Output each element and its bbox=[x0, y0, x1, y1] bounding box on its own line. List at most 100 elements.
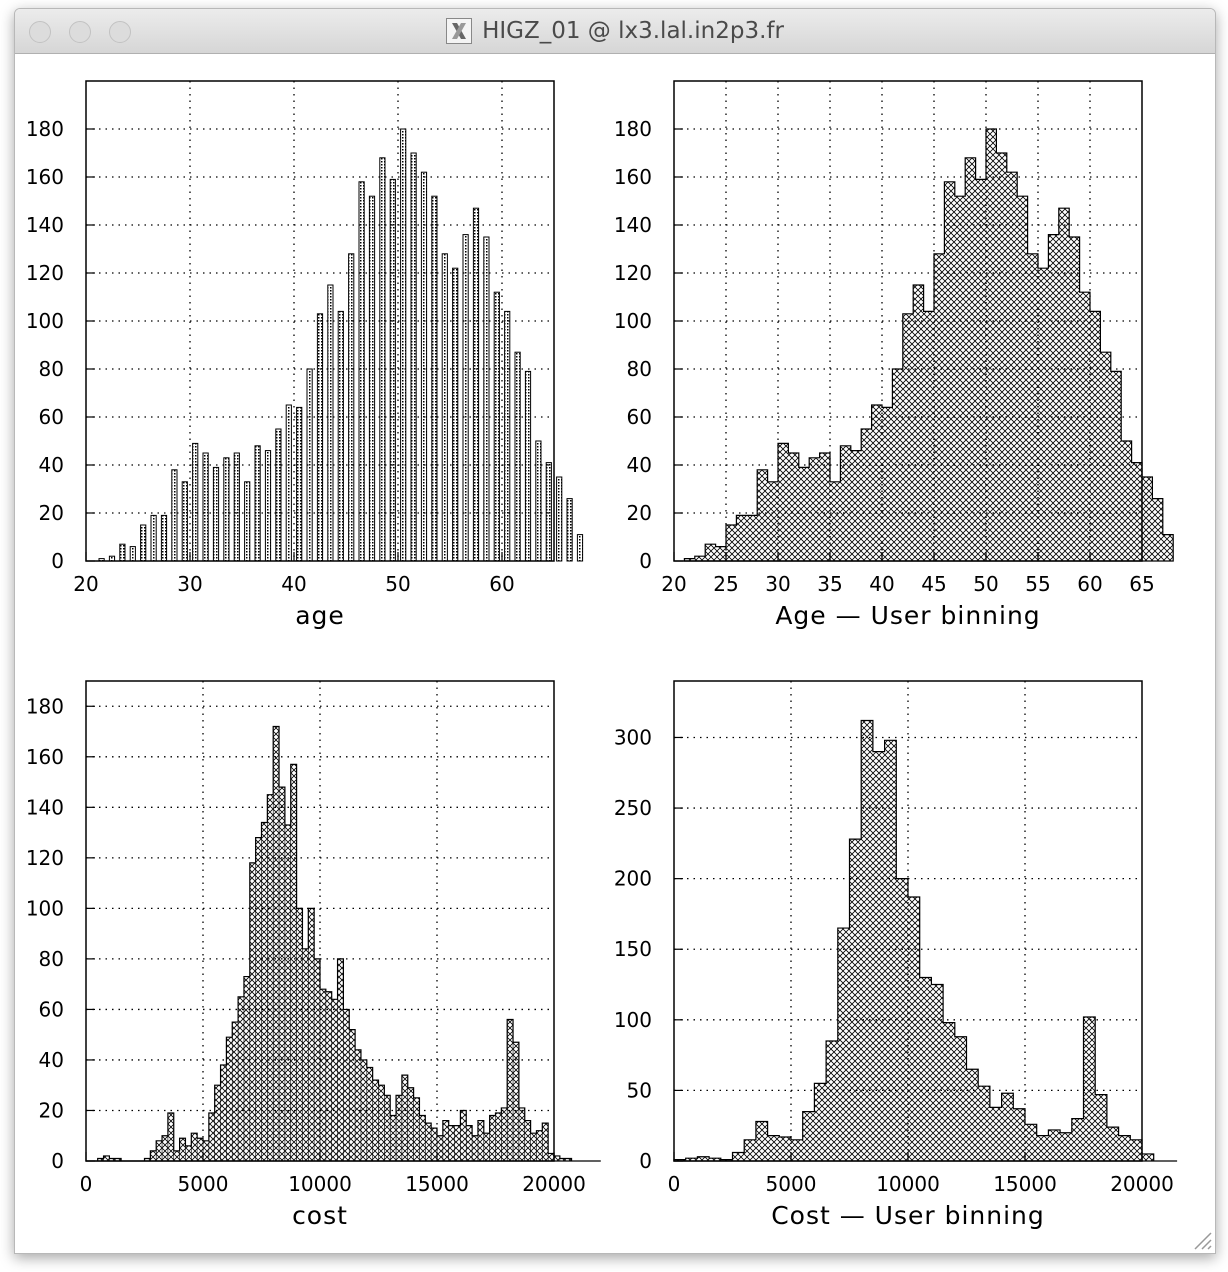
title-bar[interactable]: HIGZ_01 @ lx3.lal.in2p3.fr bbox=[15, 9, 1215, 54]
histogram-bar bbox=[431, 195, 438, 562]
x-tick-label: 0 bbox=[668, 1172, 681, 1196]
histogram-bar bbox=[129, 546, 136, 562]
histogram-bar bbox=[462, 234, 469, 562]
y-tick-label: 160 bbox=[614, 165, 652, 189]
x-tick-label: 5000 bbox=[178, 1172, 229, 1196]
histogram-bar bbox=[285, 404, 292, 562]
close-window-button[interactable] bbox=[29, 21, 51, 43]
histogram-4: 0 50 100 150 200 250 300 0 5000 10000 15000 20000 Co… bbox=[614, 680, 1178, 1230]
y-tick-label: 120 bbox=[26, 846, 64, 870]
histogram-bar bbox=[389, 178, 396, 562]
histogram-bar bbox=[160, 514, 168, 562]
y-tick-label: 80 bbox=[39, 947, 64, 971]
x-tick-label: 55 bbox=[1025, 572, 1050, 596]
y-tick-label: 150 bbox=[614, 937, 652, 961]
x-tick-label: 50 bbox=[385, 572, 410, 596]
y-tick-label: 100 bbox=[614, 1008, 652, 1032]
x11-icon bbox=[446, 18, 473, 44]
histogram-bar bbox=[327, 284, 334, 562]
y-tick-label: 40 bbox=[39, 1048, 64, 1072]
y-tick-label: 140 bbox=[614, 213, 652, 237]
histogram-bar bbox=[452, 267, 459, 562]
y-tick-label: 250 bbox=[614, 796, 652, 820]
histogram-bar bbox=[566, 498, 573, 562]
window-title: HIGZ_01 @ lx3.lal.in2p3.fr bbox=[482, 18, 784, 44]
x-tick-label: 35 bbox=[817, 572, 842, 596]
histogram-bar bbox=[181, 481, 188, 562]
histogram-bar bbox=[410, 152, 417, 562]
y-tick-label: 100 bbox=[26, 309, 64, 333]
histogram-bar bbox=[316, 313, 324, 562]
y-tick-label: 50 bbox=[627, 1078, 652, 1102]
y-tick-label: 180 bbox=[614, 117, 652, 141]
y-tick-label: 120 bbox=[614, 261, 652, 285]
histogram-bar bbox=[264, 450, 272, 562]
y-tick-label: 20 bbox=[627, 501, 652, 525]
x-axis-title: cost bbox=[292, 1201, 348, 1230]
x-tick-label: 20 bbox=[73, 572, 98, 596]
y-tick-label: 20 bbox=[39, 501, 64, 525]
histogram-bar bbox=[420, 171, 428, 562]
x-tick-label: 5000 bbox=[766, 1172, 817, 1196]
histogram-bar bbox=[348, 253, 355, 562]
app-window: HIGZ_01 @ lx3.lal.in2p3.fr 0 20 40 60 80 100 1… bbox=[14, 8, 1216, 1254]
y-tick-label: 60 bbox=[39, 405, 64, 429]
y-tick-label: 100 bbox=[26, 896, 64, 920]
histogram-bar bbox=[493, 291, 500, 562]
histogram-bar bbox=[119, 543, 126, 562]
y-tick-label: 80 bbox=[627, 357, 652, 381]
x-tick-label: 65 bbox=[1129, 572, 1154, 596]
histogram-bar bbox=[192, 442, 199, 562]
x-tick-label: 45 bbox=[921, 572, 946, 596]
x-tick-label: 20 bbox=[661, 572, 686, 596]
x-tick-label: 10000 bbox=[876, 1172, 940, 1196]
x-tick-label: 40 bbox=[281, 572, 306, 596]
histogram-bar bbox=[244, 481, 251, 562]
y-tick-label: 80 bbox=[39, 357, 64, 381]
histogram-bar bbox=[524, 370, 532, 562]
y-tick-label: 60 bbox=[627, 405, 652, 429]
histogram-bar bbox=[556, 476, 563, 562]
histogram-bar bbox=[223, 457, 230, 562]
zoom-window-button[interactable] bbox=[109, 21, 131, 43]
x-tick-label: 30 bbox=[765, 572, 790, 596]
y-tick-label: 180 bbox=[26, 694, 64, 718]
histogram-bar bbox=[254, 445, 261, 562]
y-tick-label: 60 bbox=[39, 997, 64, 1021]
y-tick-label: 40 bbox=[39, 453, 64, 477]
histogram-bar bbox=[545, 462, 552, 562]
histogram-bar bbox=[150, 514, 157, 562]
histogram-bar bbox=[368, 195, 376, 562]
y-tick-label: 40 bbox=[627, 453, 652, 477]
y-tick-label: 120 bbox=[26, 261, 64, 285]
histogram-canvas: 0 20 40 60 80 100 120 140 160 180 20 30 40 50 60 age 0 20… bbox=[26, 80, 1178, 1230]
histogram-2: 0 20 40 60 80 100 120 140 160 180 20 25 30 35 40 45 50 55… bbox=[614, 80, 1174, 630]
y-tick-label: 0 bbox=[51, 549, 64, 573]
histogram-1: 0 20 40 60 80 100 120 140 160 180 20 30 40 50 60 age bbox=[26, 80, 584, 630]
histogram-bar bbox=[576, 534, 584, 562]
y-tick-label: 0 bbox=[639, 549, 652, 573]
histogram-bar bbox=[472, 207, 480, 562]
resize-grip-icon[interactable] bbox=[1185, 1223, 1213, 1251]
y-tick-label: 0 bbox=[639, 1149, 652, 1173]
x-axis-title: age bbox=[295, 601, 345, 630]
x-tick-label: 10000 bbox=[288, 1172, 352, 1196]
y-tick-label: 140 bbox=[26, 213, 64, 237]
histogram-bar bbox=[233, 452, 240, 562]
histogram-bar bbox=[296, 406, 303, 562]
y-tick-label: 160 bbox=[26, 165, 64, 189]
x-tick-label: 25 bbox=[713, 572, 738, 596]
x-tick-label: 30 bbox=[177, 572, 202, 596]
y-tick-label: 140 bbox=[26, 795, 64, 819]
x-axis-title: Age — User binning bbox=[775, 601, 1040, 630]
x-tick-label: 15000 bbox=[405, 1172, 469, 1196]
y-tick-label: 160 bbox=[26, 745, 64, 769]
histogram-outline bbox=[673, 719, 1178, 1162]
x-tick-label: 20000 bbox=[522, 1172, 586, 1196]
x-tick-label: 40 bbox=[869, 572, 894, 596]
minimize-window-button[interactable] bbox=[69, 21, 91, 43]
title-area: HIGZ_01 @ lx3.lal.in2p3.fr bbox=[15, 9, 1215, 53]
y-tick-label: 20 bbox=[39, 1098, 64, 1122]
histogram-bar bbox=[337, 310, 344, 562]
x-tick-label: 60 bbox=[489, 572, 514, 596]
